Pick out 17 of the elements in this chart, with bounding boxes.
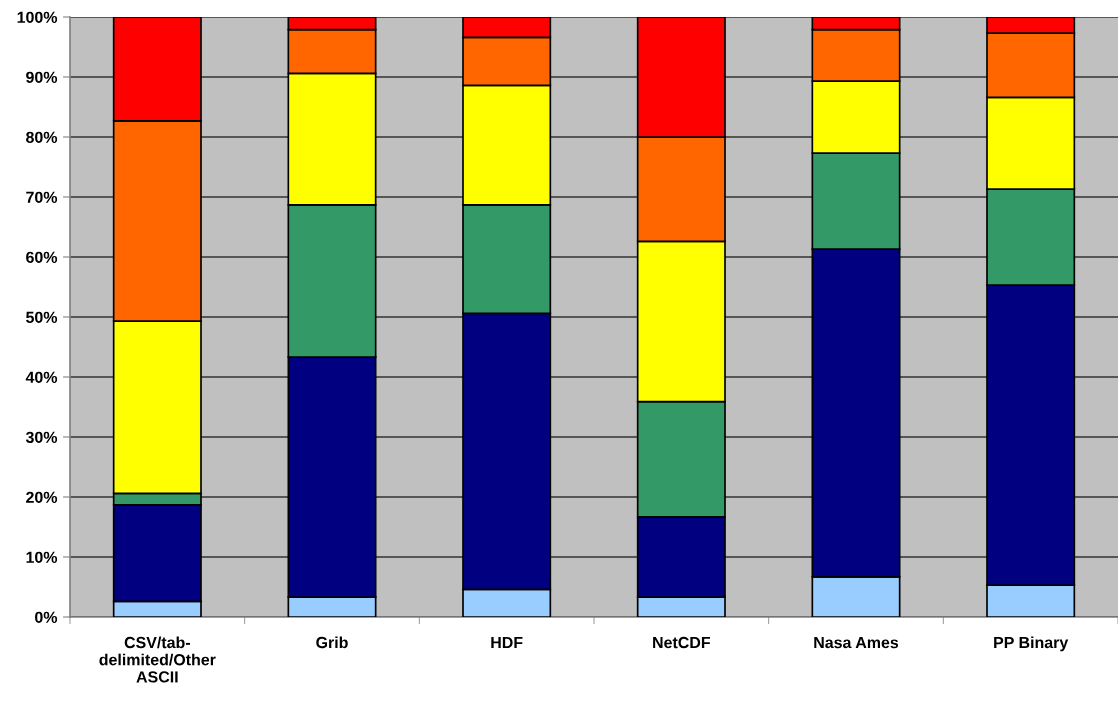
y-tick-label: 10% — [26, 551, 58, 563]
y-tick-label: 70% — [26, 191, 58, 203]
x-tick-label: Grib — [316, 636, 348, 649]
y-tick-label: 90% — [26, 71, 58, 83]
x-tick-label: HDF — [491, 637, 523, 649]
y-tick-label: 60% — [26, 251, 58, 263]
y-tick-label: 0% — [35, 611, 58, 623]
y-tick-label: 100% — [17, 11, 58, 23]
y-tick-label: 80% — [26, 131, 58, 143]
y-tick-label: 30% — [25, 431, 58, 443]
y-tick-label: 40% — [25, 371, 58, 383]
x-tick-label: Nasa Ames — [814, 637, 899, 649]
y-tick-label: 50% — [26, 311, 58, 323]
x-tick-label: NetCDF — [653, 636, 711, 649]
x-tick-label: PP Binary — [994, 636, 1069, 652]
y-tick-label: 20% — [26, 491, 58, 503]
x-tick-label: CSV/tab-delimited/Other ASCII — [99, 636, 216, 683]
